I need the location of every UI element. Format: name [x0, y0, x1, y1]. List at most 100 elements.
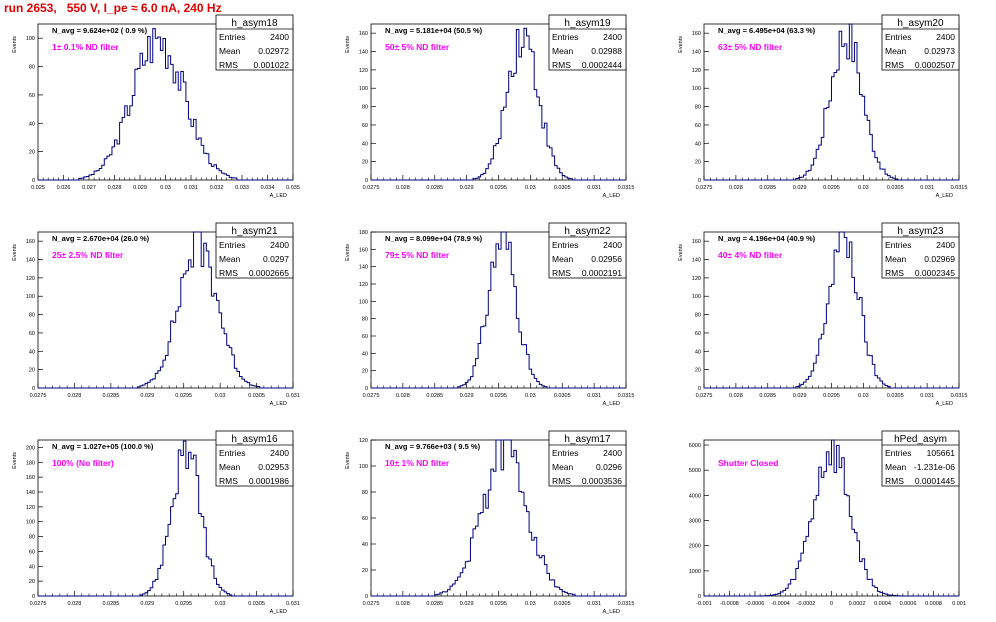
x-tick-label: 0.031	[587, 393, 601, 399]
stats-value: 0.0002444	[582, 60, 622, 70]
y-tick-label: 100	[359, 86, 368, 92]
navg-annotation: N_avg = 6.495e+04 (63.3 %)	[718, 26, 816, 35]
y-tick-label: 20	[362, 568, 368, 574]
stats-label: Entries	[885, 448, 911, 458]
y-tick-label: 80	[29, 535, 35, 541]
stats-label: Mean	[219, 254, 241, 264]
x-tick-label: 0.0305	[887, 393, 904, 399]
stats-value: 0.02988	[591, 46, 622, 56]
x-tick-label: 0.0002	[849, 601, 866, 607]
stats-label: Mean	[885, 254, 907, 264]
y-axis-title: Events	[345, 452, 351, 469]
y-axis-title: Events	[345, 244, 351, 261]
y-tick-label: 120	[26, 505, 35, 511]
x-tick-label: 0	[830, 601, 833, 607]
stats-box	[881, 222, 960, 279]
navg-annotation: N_avg = 9.624e+02 ( 0.9 %)	[52, 26, 148, 35]
filter-label: 1± 0.1% ND filter	[52, 42, 119, 52]
stats-label: Entries	[552, 32, 578, 42]
x-tick-label: 0.025	[31, 185, 45, 191]
x-tick-label: -0.0006	[746, 601, 765, 607]
y-tick-label: 200	[26, 445, 35, 451]
y-tick-label: 180	[359, 230, 368, 236]
x-tick-label: 0.03	[525, 185, 536, 191]
y-tick-label: 60	[29, 93, 35, 99]
y-tick-label: 140	[359, 50, 368, 56]
x-tick-label: 0.029	[793, 393, 807, 399]
histogram-panel: 0.0275 0.028 0.0285 0.029 0.0295 0.03 0.0305 0.…	[345, 14, 635, 199]
stats-value: 2400	[936, 32, 955, 42]
filter-label: 50± 5% ND filter	[385, 42, 450, 52]
x-tick-label: 0.0295	[175, 393, 192, 399]
histogram-panel: 0.0275 0.028 0.0285 0.029 0.0295 0.03 0.0305 0.…	[12, 430, 300, 615]
y-tick-label: 60	[362, 123, 368, 129]
y-tick-label: 0	[698, 386, 701, 392]
x-tick-label: 0.0315	[618, 185, 635, 191]
x-tick-label: -0.001	[696, 601, 712, 607]
x-tick-label: 0.0305	[887, 185, 904, 191]
y-tick-label: 20	[695, 160, 701, 166]
x-tick-label: 0.029	[793, 185, 807, 191]
y-tick-label: 160	[26, 239, 35, 245]
stats-box	[215, 430, 294, 487]
stats-value: 2400	[603, 32, 622, 42]
y-tick-label: 160	[692, 239, 701, 245]
x-tick-label: 0.0275	[363, 601, 380, 607]
stats-label: RMS	[219, 60, 238, 70]
x-tick-label: 0.028	[108, 185, 122, 191]
x-tick-label: 0.001	[952, 601, 966, 607]
stats-label: RMS	[552, 60, 571, 70]
stats-value: 0.0001986	[249, 476, 289, 486]
y-tick-label: 100	[692, 294, 701, 300]
stats-value: 2400	[603, 448, 622, 458]
stats-value: 0.0002345	[915, 268, 955, 278]
x-tick-label: 0.0285	[426, 393, 443, 399]
navg-annotation: N_avg = 1.027e+05 (100.0 %)	[52, 442, 154, 451]
histogram-line	[38, 28, 293, 181]
y-tick-label: 20	[29, 368, 35, 374]
y-tick-label: 160	[359, 247, 368, 253]
x-tick-label: 0.0295	[823, 185, 840, 191]
y-tick-label: 0	[698, 178, 701, 184]
y-tick-label: 0	[698, 594, 701, 600]
y-tick-label: 120	[692, 276, 701, 282]
y-tick-label: 100	[26, 36, 35, 42]
y-tick-label: 20	[362, 369, 368, 375]
y-tick-label: 60	[695, 123, 701, 129]
y-tick-label: 40	[29, 349, 35, 355]
navg-annotation: N_avg = 4.196e+04 (40.9 %)	[718, 234, 816, 243]
y-tick-label: 60	[29, 549, 35, 555]
x-tick-label: 0.031	[184, 185, 198, 191]
y-axis-title: Events	[12, 244, 18, 261]
x-tick-label: 0.031	[920, 185, 934, 191]
y-tick-label: 120	[26, 276, 35, 282]
histogram-name: h_asym20	[897, 18, 944, 29]
x-tick-label: 0.0295	[490, 601, 507, 607]
x-tick-label: 0.0295	[175, 601, 192, 607]
y-tick-label: 40	[362, 542, 368, 548]
x-tick-label: 0.031	[286, 601, 300, 607]
x-tick-label: 0.03	[160, 185, 171, 191]
stats-label: Entries	[219, 448, 245, 458]
y-tick-label: 40	[362, 351, 368, 357]
filter-label: 10± 1% ND filter	[385, 458, 450, 468]
stats-label: Entries	[552, 240, 578, 250]
stats-label: Mean	[552, 462, 574, 472]
y-tick-label: 80	[362, 317, 368, 323]
y-tick-label: 80	[695, 105, 701, 111]
histogram-panel: 0.025 0.026 0.027 0.028 0.029 0.03 0.031 0.032 0…	[12, 14, 300, 199]
y-tick-label: 0	[32, 178, 35, 184]
x-tick-label: 0.0305	[248, 601, 265, 607]
x-axis-title: A_LED	[603, 193, 620, 199]
y-tick-label: 140	[692, 258, 701, 264]
stats-label: RMS	[552, 268, 571, 278]
y-tick-label: 100	[359, 299, 368, 305]
histogram-name: hPed_asym	[894, 434, 947, 445]
y-tick-label: 60	[362, 334, 368, 340]
x-tick-label: 0.034	[261, 185, 275, 191]
histogram-panel: -0.001 -0.0008 -0.0006 -0.0004 -0.0002 0 0.000…	[689, 430, 966, 607]
histogram-name: h_asym19	[564, 18, 611, 29]
x-tick-label: 0.0315	[951, 185, 968, 191]
x-tick-label: 0.0305	[554, 393, 571, 399]
x-tick-label: 0.031	[286, 393, 300, 399]
